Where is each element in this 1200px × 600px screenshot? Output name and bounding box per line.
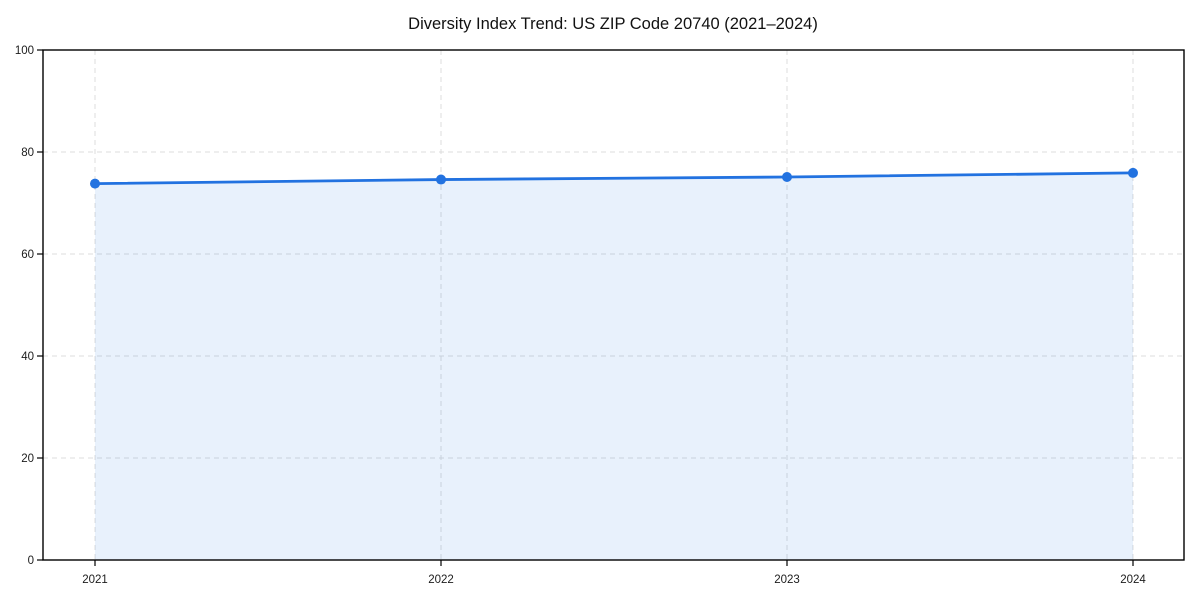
x-tick-label: 2021: [82, 574, 108, 586]
y-tick-label: 60: [21, 249, 34, 261]
data-point: [782, 171, 792, 182]
chart-title: Diversity Index Trend: US ZIP Code 20740…: [408, 15, 818, 33]
trend-line: [93, 171, 1135, 186]
y-tick-label: 40: [21, 351, 34, 363]
x-tick-label: 2024: [1120, 574, 1146, 586]
data-point: [1128, 167, 1138, 178]
y-tick-label: 20: [21, 453, 34, 465]
y-tick-label: 0: [28, 555, 34, 567]
y-tick-label: 100: [15, 45, 34, 57]
data-point: [90, 178, 100, 189]
plot-border: [42, 49, 1185, 561]
y-tick-label: 80: [21, 147, 34, 159]
data-point: [436, 174, 446, 185]
x-tick-label: 2023: [774, 574, 800, 586]
x-tick-label: 2022: [428, 574, 454, 586]
chart-canvas: 0 20 40 60 80 100 2021 2022 2023 2024: [15, 45, 1185, 586]
area-fill: [95, 172, 1133, 560]
